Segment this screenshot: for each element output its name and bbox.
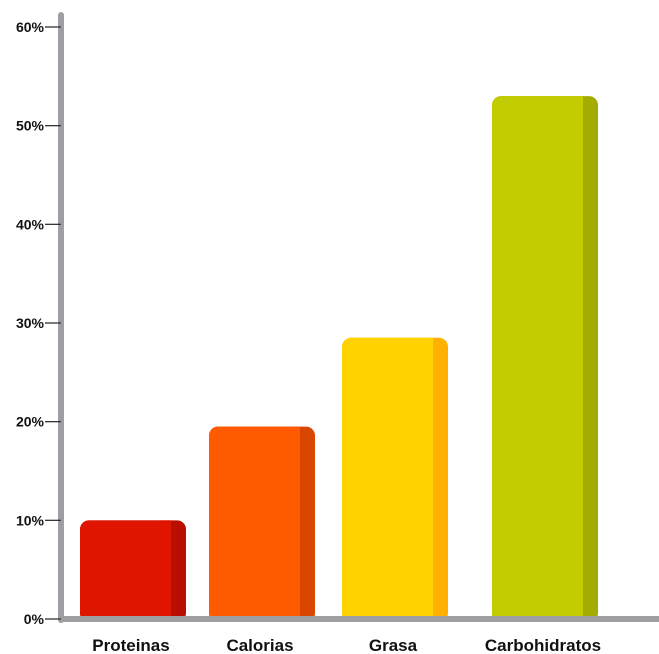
y-tick-label: 50% — [16, 118, 45, 134]
bar-seam — [574, 96, 583, 623]
bar-calorias — [209, 426, 315, 622]
bar-seam — [291, 426, 300, 622]
x-category-label: Calorias — [226, 636, 293, 654]
bar-seam — [424, 337, 433, 622]
bar-front — [342, 337, 433, 622]
x-category-labels: Proteinas Calorias Grasa Carbohidratos — [92, 636, 601, 654]
y-tick-label: 60% — [16, 19, 45, 35]
bar-front — [80, 520, 171, 622]
x-category-label: Proteinas — [92, 636, 169, 654]
y-ticks: 0% 10% 20% 30% 40% 50% 60% — [16, 19, 61, 627]
bar-front — [492, 96, 583, 623]
bar-seam — [162, 520, 171, 622]
y-tick-label: 40% — [16, 216, 45, 232]
bar-carbohidratos — [492, 96, 598, 623]
bar-grasa — [342, 337, 448, 622]
y-tick-label: 30% — [16, 315, 45, 331]
y-tick-label: 20% — [16, 414, 45, 430]
bar-proteinas — [80, 520, 186, 622]
bars — [80, 96, 598, 623]
y-tick-label: 0% — [24, 611, 45, 627]
y-tick-label: 10% — [16, 512, 45, 528]
bar-front — [209, 426, 300, 622]
x-category-label: Grasa — [369, 636, 418, 654]
x-category-label: Carbohidratos — [485, 636, 601, 654]
